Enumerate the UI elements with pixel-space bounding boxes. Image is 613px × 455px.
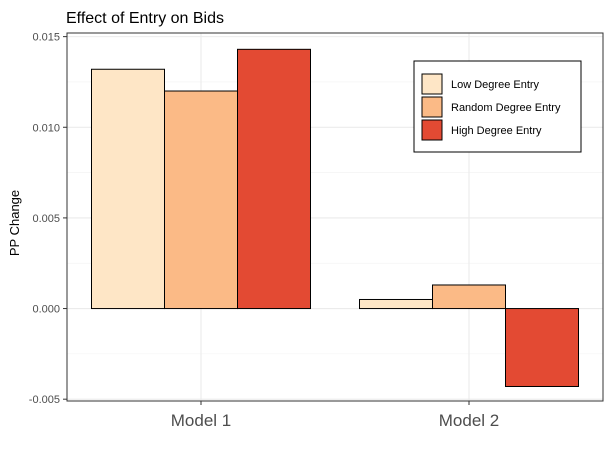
y-tick-label: -0.005 [29,394,60,406]
bar [164,90,238,310]
plot-panel-border [66,32,604,402]
legend-label: Low Degree Entry [451,79,540,91]
legend-key [421,73,443,95]
legend-label: Random Degree Entry [451,102,561,114]
legend-key [421,119,443,141]
x-axis: Model 1 Model 2 [171,401,499,430]
x-tick-label: Model 2 [439,411,499,430]
y-tick-label: 0.000 [32,304,60,316]
x-tick-label: Model 1 [171,411,231,430]
legend: Low Degree Entry Random Degree Entry High … [413,60,582,153]
y-axis: -0.005 0.000 0.005 0.010 0.015 [29,32,67,406]
y-axis-label: PP Change [7,190,22,256]
y-tick-label: 0.015 [32,32,60,44]
legend-key [421,96,443,118]
legend-label: High Degree Entry [451,125,542,137]
bars [91,48,579,387]
bar [432,284,506,310]
chart-title: Effect of Entry on Bids [66,10,224,27]
y-tick-label: 0.010 [32,122,60,134]
bar [359,298,433,310]
y-tick-label: 0.005 [32,213,60,225]
bar [237,48,311,310]
bar [505,308,579,387]
bar [91,68,165,310]
